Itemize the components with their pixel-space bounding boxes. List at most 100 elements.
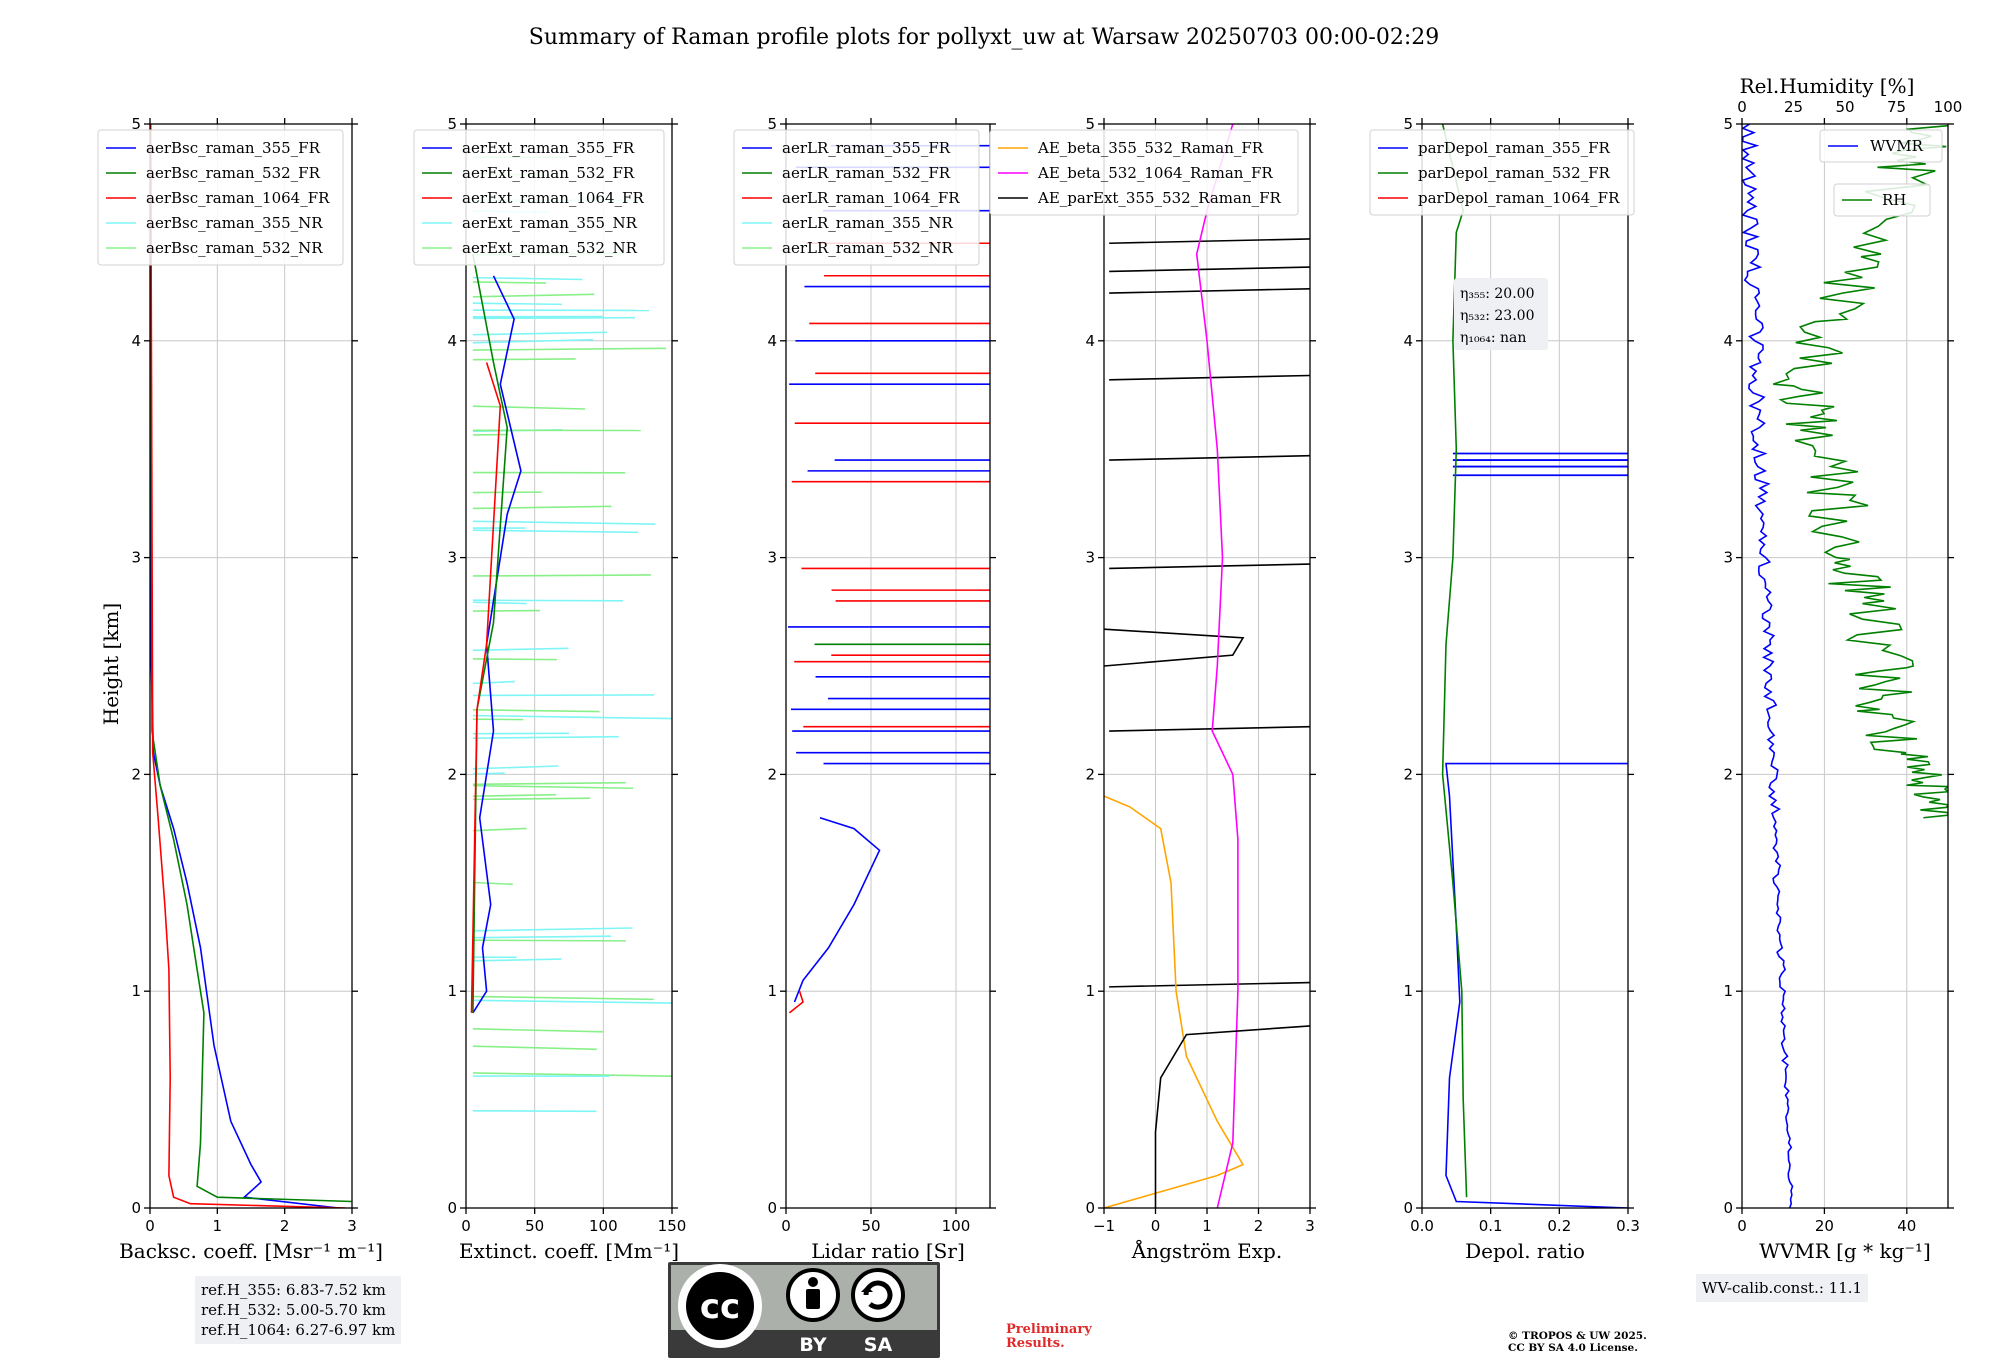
y-tick-label: 4 [131, 332, 141, 350]
ext-nr-spike [472, 939, 626, 942]
x-tick-label: 1 [1202, 1217, 1212, 1235]
legend-label: aerLR_raman_1064_FR [782, 189, 960, 207]
ext-nr-spike [472, 338, 593, 344]
x-tick-label: 20 [1815, 1217, 1834, 1235]
legend-label: aerBsc_raman_532_FR [146, 164, 321, 182]
x-axis-label: Backsc. coeff. [Msr⁻¹ m⁻¹] [119, 1239, 383, 1263]
x-tick-label: 3 [347, 1217, 357, 1235]
ref-heights-box: ref.H_355: 6.83-7.52 km ref.H_532: 5.00-… [195, 1276, 402, 1344]
legend-label: aerBsc_raman_355_NR [146, 214, 323, 232]
x-axis-label: Lidar ratio [Sr] [811, 1239, 965, 1263]
series-line [1773, 124, 1948, 819]
x-tick-label: −1 [1093, 1217, 1115, 1235]
y-tick-label: 1 [767, 982, 777, 1000]
legend-label: aerExt_raman_532_FR [462, 164, 635, 182]
ref-height-355: ref.H_355: 6.83-7.52 km [201, 1281, 386, 1299]
y-tick-label: 5 [767, 115, 777, 133]
y-tick-label: 2 [767, 765, 777, 783]
ext-nr-spike [472, 881, 513, 886]
ae-parext-spike [1109, 287, 1310, 294]
series-line [1742, 124, 1794, 1208]
legend-box [1819, 129, 1943, 163]
legend-lr: aerLR_raman_355_FR aerLR_raman_532_FR aerL… [733, 129, 980, 266]
ext-nr-spike [472, 331, 607, 336]
ext-nr-spike [472, 765, 559, 770]
plot-area-ae [1104, 124, 1310, 1208]
y-tick-label: 1 [1085, 982, 1095, 1000]
ext-nr-spike [472, 958, 562, 962]
x-tick-label: 40 [1897, 1217, 1916, 1235]
y-tick-label: 5 [131, 115, 141, 133]
copyright-note: © TROPOS & UW 2025. CC BY SA 4.0 License… [1508, 1330, 1647, 1354]
legend-box [97, 129, 344, 266]
x-axis-label: Extinct. coeff. [Mm⁻¹] [459, 1239, 679, 1263]
x-tick-label: 0 [1151, 1217, 1161, 1235]
legend-box [989, 129, 1299, 216]
copyright-line-2: CC BY SA 4.0 License. [1508, 1342, 1638, 1354]
legend-ae: AE_beta_355_532_Raman_FR AE_beta_532_1064… [989, 129, 1299, 216]
y-tick-label: 3 [131, 549, 141, 567]
x-tick-label: 100 [589, 1217, 618, 1235]
ae-parext-spike [1109, 238, 1310, 245]
ext-nr-spike [472, 784, 634, 790]
y-tick-label: 0 [1085, 1199, 1095, 1217]
by-label: BY [799, 1334, 826, 1356]
legend-label: aerExt_raman_1064_FR [462, 189, 644, 207]
y-tick-label: 5 [1085, 115, 1095, 133]
figure-title: Summary of Raman profile plots for polly… [529, 25, 1439, 50]
ext-nr-spike [472, 999, 672, 1004]
legend-label: aerBsc_raman_532_NR [146, 239, 323, 257]
ae-parext-spike [1109, 725, 1310, 732]
ext-nr-spike [472, 797, 591, 801]
y-tick-label: 4 [447, 332, 457, 350]
y-tick-label: 2 [447, 765, 457, 783]
eta-text: η₃₅₅: 20.00 [1460, 286, 1534, 302]
x-tick-label: 3 [1305, 1217, 1315, 1235]
sa-icon [851, 1268, 905, 1322]
panel-bsc: 0 1 2 3 4 5 0 1 2 3 Backsc. coeff. [Msr⁻¹ m⁻¹] aerB… [97, 115, 383, 1263]
y-tick-label: 4 [767, 332, 777, 350]
x-tick-label: 0 [1737, 1217, 1747, 1235]
legend-label: aerExt_raman_355_FR [462, 139, 635, 157]
x-tick-label: 2 [280, 1217, 290, 1235]
ext-nr-spike [472, 680, 515, 685]
legend-ext: aerExt_raman_355_FR aerExt_raman_532_FRae… [413, 129, 665, 266]
top-tick-label: 100 [1934, 98, 1963, 116]
legend-label: aerBsc_raman_355_FR [146, 139, 321, 157]
x-tick-label: 0 [461, 1217, 471, 1235]
ext-nr-spike [472, 658, 557, 661]
y-tick-label: 0 [131, 1199, 141, 1217]
ae-parext-loop [1104, 628, 1245, 667]
ext-nr-spike [472, 574, 651, 577]
legend-label: AE_beta_355_532_Raman_FR [1037, 139, 1264, 157]
y-tick-label: 2 [1723, 765, 1733, 783]
y-tick-label: 1 [1723, 982, 1733, 1000]
ext-nr-spike [472, 281, 547, 284]
ext-nr-spike [472, 599, 623, 602]
axes-frame [1421, 123, 1629, 1209]
ext-nr-spike [472, 781, 626, 786]
x-tick-label: 50 [525, 1217, 544, 1235]
wv-calib-text: WV-calib.const.: 11.1 [1702, 1279, 1863, 1297]
axes-frame [465, 123, 673, 1209]
x-axis-label: WVMR [g * kg⁻¹] [1759, 1239, 1931, 1263]
series-line [150, 124, 339, 1208]
sa-label: SA [864, 1334, 893, 1356]
plot-area-depol [1441, 124, 1628, 1208]
ext-nr-spike [472, 995, 654, 1001]
ext-nr-spike [472, 505, 612, 510]
y-tick-label: 3 [1085, 549, 1095, 567]
eta-bg [1454, 278, 1548, 350]
preliminary-note: Preliminary Results. [1006, 1323, 1092, 1351]
legend-wvmr: WVMR [1819, 129, 1943, 163]
series-line [1441, 124, 1468, 1198]
ext-nr-spike [472, 347, 666, 351]
y-tick-label: 3 [1403, 549, 1413, 567]
y-tick-label: 4 [1723, 332, 1733, 350]
ae-parext-spike [1109, 563, 1310, 570]
x-tick-label: 2 [1254, 1217, 1264, 1235]
x-tick-label: 0 [145, 1217, 155, 1235]
plot-area-lr [788, 144, 990, 1014]
